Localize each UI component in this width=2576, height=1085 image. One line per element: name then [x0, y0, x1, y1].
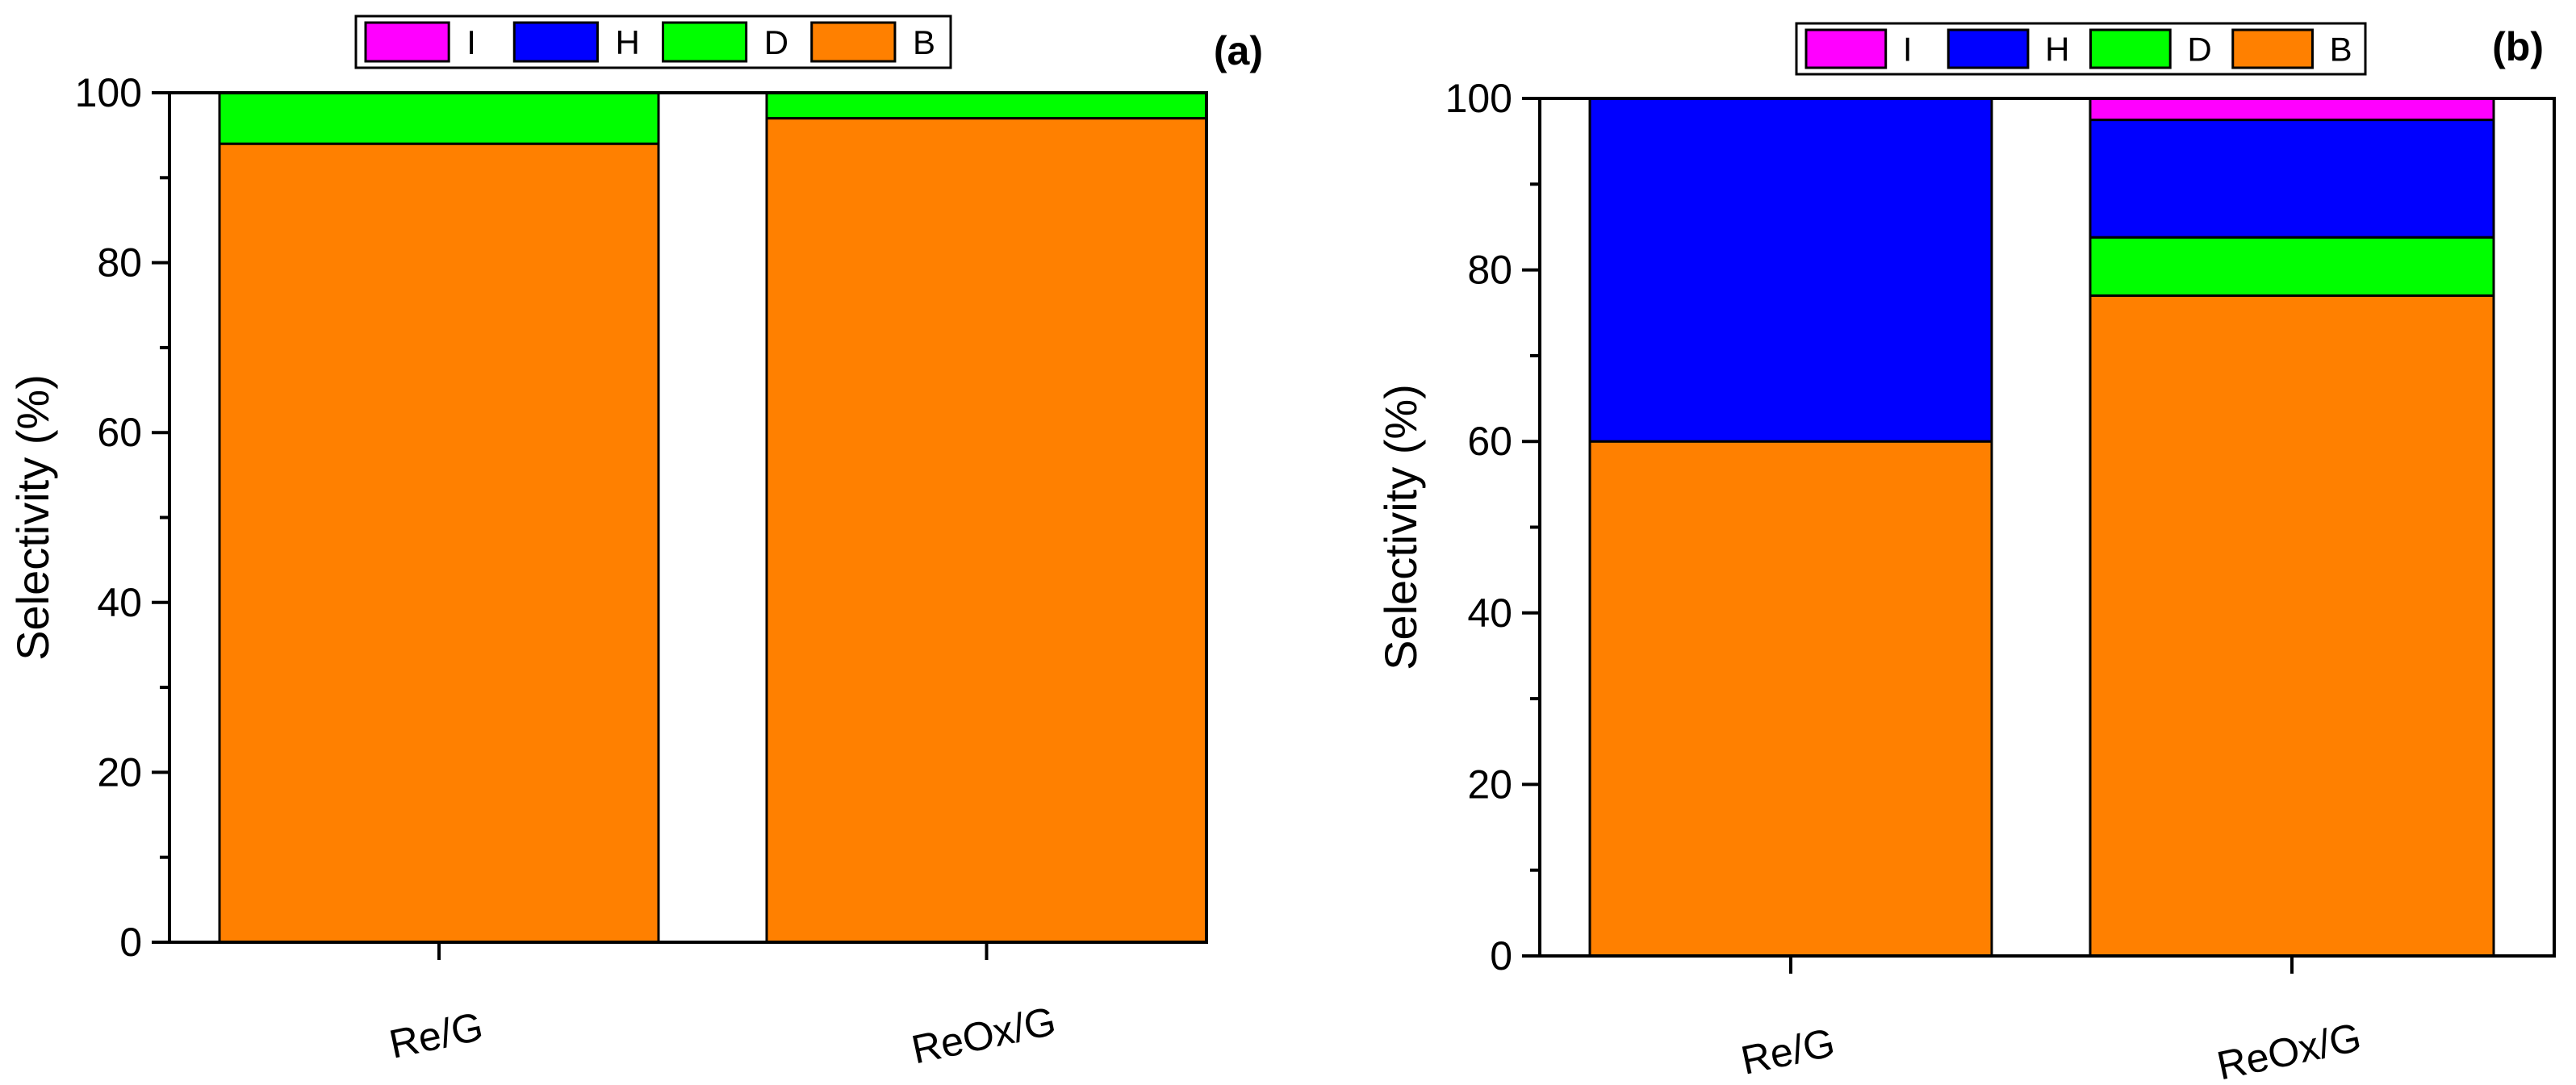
legend-swatch-d — [2089, 28, 2172, 69]
y-tick-label: 60 — [1467, 419, 1512, 464]
legend-swatch-i — [364, 21, 450, 63]
legend-label-i: I — [1903, 31, 1913, 69]
x-category-label: ReOx/G — [908, 998, 1060, 1072]
bar-series-b-re-g — [218, 142, 660, 944]
y-tick-label: 0 — [1490, 933, 1512, 979]
chart-panel-b: 0 20 40 60 80 100 Re/G ReOx/G Selectivity (%) (b)… — [1375, 22, 2556, 1085]
bar-series-b-reox-g — [765, 117, 1208, 944]
panel-label: (a) — [1214, 28, 1263, 73]
legend-label-b: B — [2330, 31, 2352, 69]
y-tick-label: 40 — [1467, 590, 1512, 636]
x-category-label: Re/G — [1738, 1020, 1839, 1083]
y-tick-label: 80 — [97, 240, 142, 286]
y-tick-label: 100 — [1445, 76, 1512, 121]
bar-series-d-re-g — [218, 91, 660, 145]
bar-series-b-re-g — [1588, 440, 1993, 958]
legend-swatch-b — [2231, 28, 2314, 69]
panel-label: (b) — [2492, 24, 2544, 69]
legend-swatch-d — [662, 21, 748, 63]
legend-swatch-h — [1947, 28, 2030, 69]
y-axis-title: Selectivity (%) — [1375, 384, 1426, 670]
y-tick-label: 0 — [119, 920, 142, 965]
legend-label-d: D — [764, 23, 788, 61]
y-tick-label: 20 — [1467, 762, 1512, 807]
bar-series-h-reox-g — [2089, 119, 2495, 239]
y-axis-title: Selectivity (%) — [7, 374, 58, 661]
legend-swatch-h — [512, 21, 599, 63]
y-tick-label: 100 — [75, 70, 142, 115]
legend-swatch-i — [1804, 28, 1888, 69]
legend-label-h: H — [616, 23, 640, 61]
bar-series-b-reox-g — [2089, 294, 2495, 958]
chart-panel-a: 0 20 40 60 80 100 Re/G ReOx/G Selectivity (%) (a)… — [7, 15, 1263, 1073]
legend-swatch-b — [810, 21, 897, 63]
legend-label-i: I — [466, 23, 476, 61]
y-tick-label: 40 — [97, 580, 142, 625]
x-category-label: ReOx/G — [2213, 1014, 2365, 1085]
y-tick-label: 20 — [97, 749, 142, 795]
y-tick-label: 60 — [97, 410, 142, 455]
y-tick-label: 80 — [1467, 248, 1512, 293]
bar-series-i-reox-g — [2089, 97, 2495, 122]
x-category-label: Re/G — [386, 1004, 487, 1067]
legend-label-h: H — [2045, 31, 2069, 69]
legend-label-d: D — [2187, 31, 2211, 69]
bar-series-d-reox-g — [2089, 236, 2495, 297]
bar-series-h-re-g — [1588, 97, 1993, 443]
bar-series-d-reox-g — [765, 91, 1208, 120]
legend-label-b: B — [913, 23, 935, 61]
